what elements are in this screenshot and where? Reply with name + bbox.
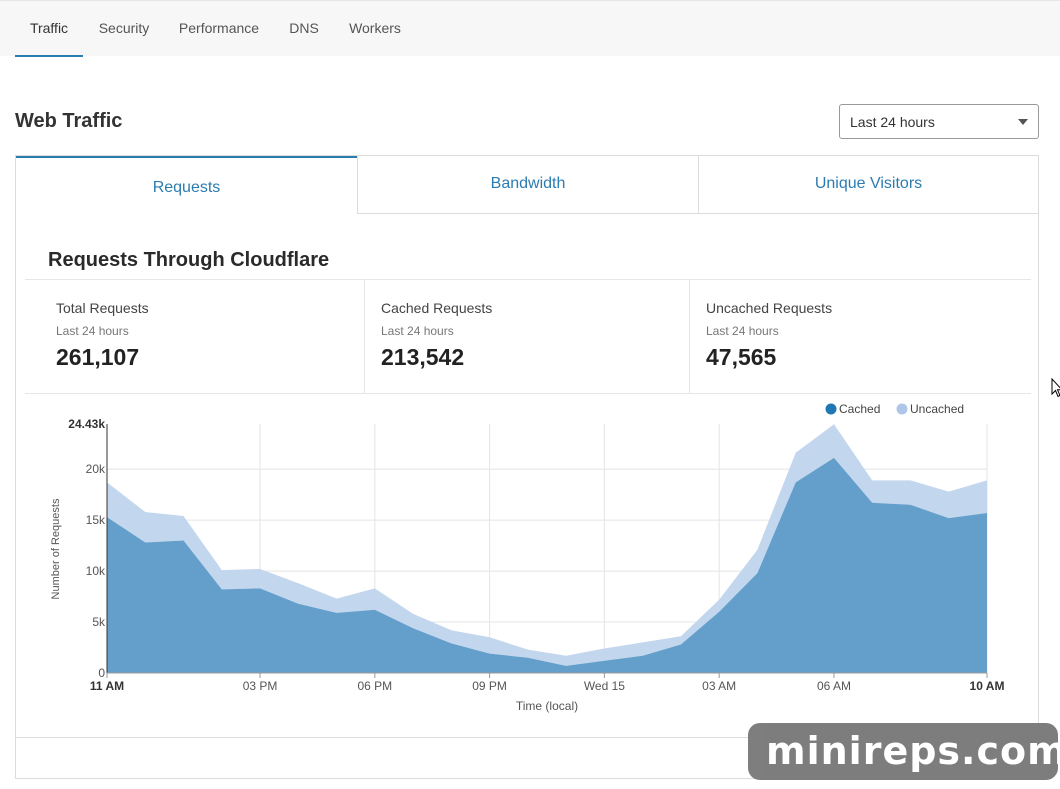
x-tick-label: 10 AM [970, 679, 1005, 693]
x-tick-label: 06 AM [817, 679, 851, 693]
divider [25, 279, 1031, 280]
tab-bandwidth[interactable]: Bandwidth [357, 156, 698, 214]
y-tick-label: 15k [86, 513, 106, 527]
x-tick-label: 03 AM [702, 679, 736, 693]
watermark: minireps.com [748, 723, 1060, 780]
page-title: Web Traffic [15, 110, 123, 132]
section-title: Requests Through Cloudflare [48, 249, 330, 271]
legend-label-cached: Cached [839, 402, 880, 416]
legend-swatch-cached [825, 403, 837, 415]
nav-tab-performance[interactable]: Performance [178, 20, 260, 36]
stat-value: 261,107 [56, 344, 140, 370]
y-tick-label: 20k [86, 462, 106, 476]
stat-period: Last 24 hours [56, 324, 129, 338]
nav-tab-dns[interactable]: DNS [289, 20, 319, 36]
x-tick-label: 11 AM [90, 679, 124, 693]
series-area-uncached [107, 424, 987, 666]
x-tick-label: 09 PM [472, 679, 507, 693]
mouse-cursor-icon [1051, 378, 1060, 398]
legend-swatch-uncached [896, 403, 908, 415]
tab-requests[interactable]: Requests [16, 156, 357, 214]
legend-label-uncached: Uncached [910, 402, 964, 416]
y-tick-label: 0 [98, 666, 105, 680]
stat-period: Last 24 hours [706, 324, 779, 338]
requests-area-chart: 0 5k 10k 15k 20k 24.43k 11 AM 03 PM 06 PM 09 PM We… [50, 402, 1005, 713]
series-area-cached [107, 457, 987, 673]
time-range-value: Last 24 hours [850, 114, 935, 130]
nav-tab-security[interactable]: Security [98, 20, 150, 36]
y-tick-label: 5k [92, 615, 106, 629]
stat-total-requests: Total Requests Last 24 hours 261,107 [25, 280, 365, 393]
stat-value: 47,565 [706, 344, 777, 370]
stat-cached-requests: Cached Requests Last 24 hours 213,542 [364, 280, 689, 393]
stat-label: Total Requests [56, 300, 149, 316]
stat-label: Cached Requests [381, 300, 493, 316]
x-tick-label: 06 PM [357, 679, 392, 693]
nav-tab-workers[interactable]: Workers [349, 20, 401, 36]
panel-footer-divider [16, 737, 1038, 738]
panel-tabs: Requests Bandwidth Unique Visitors [16, 156, 1038, 214]
chevron-down-icon [1018, 119, 1028, 125]
time-range-select[interactable]: Last 24 hours [839, 104, 1039, 139]
divider [25, 393, 1031, 394]
x-tick-label: Wed 15 [584, 679, 625, 693]
x-axis-title: Time (local) [516, 699, 578, 713]
stat-label: Uncached Requests [706, 300, 833, 316]
y-axis-title: Number of Requests [50, 498, 62, 599]
nav-tab-traffic[interactable]: Traffic [15, 1, 83, 57]
stat-uncached-requests: Uncached Requests Last 24 hours 47,565 [689, 280, 1031, 393]
x-tick-label: 03 PM [243, 679, 278, 693]
top-nav: Traffic Security Performance DNS Workers [0, 0, 1060, 57]
stat-value: 213,542 [381, 344, 465, 370]
stat-period: Last 24 hours [381, 324, 454, 338]
y-tick-label: 10k [86, 564, 106, 578]
y-max-label: 24.43k [68, 417, 105, 431]
tab-unique-visitors[interactable]: Unique Visitors [698, 156, 1038, 214]
traffic-panel: Requests Bandwidth Unique Visitors Reque… [15, 155, 1039, 779]
